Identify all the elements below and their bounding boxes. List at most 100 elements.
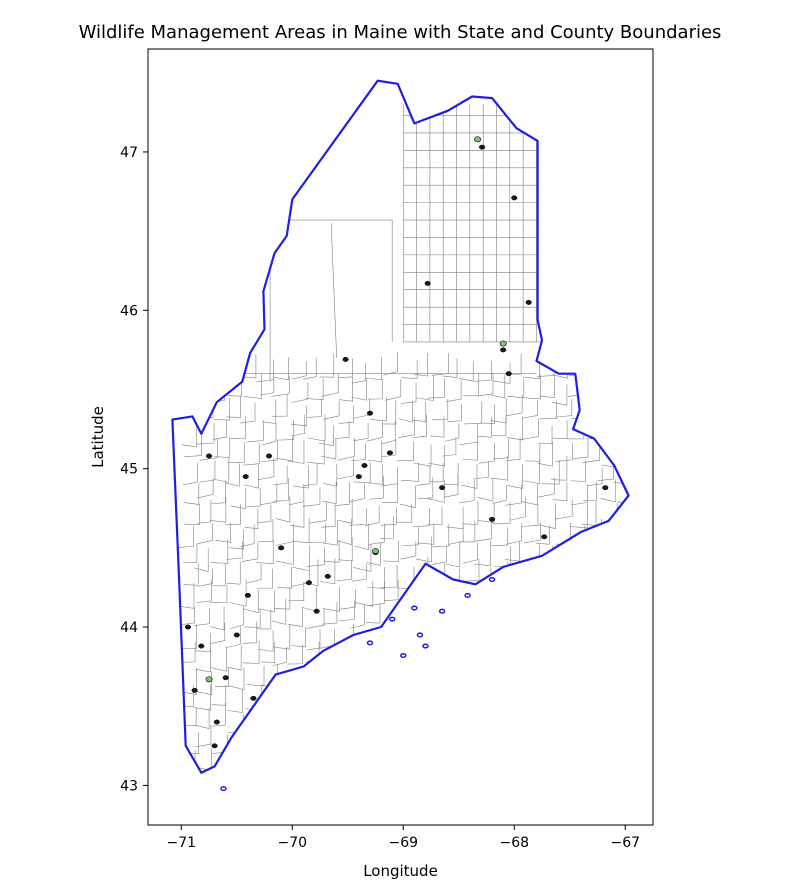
township-edge — [599, 524, 616, 545]
township-edge — [210, 539, 229, 564]
township-edge — [600, 646, 616, 674]
township-edge — [370, 749, 385, 767]
township-edge — [352, 666, 368, 686]
wma-area — [244, 592, 251, 598]
y-tick-label: 47 — [120, 145, 138, 161]
y-tick-label: 45 — [120, 462, 138, 478]
township-edge — [183, 563, 199, 586]
x-tick-label: −70 — [278, 835, 308, 851]
township-edge — [567, 586, 586, 607]
township-edge — [396, 441, 414, 462]
township-edge — [586, 688, 605, 713]
township-edge — [338, 600, 355, 622]
township-edge — [432, 706, 451, 731]
township-edge — [476, 665, 495, 683]
township-edge — [353, 423, 369, 442]
township-edge — [307, 398, 322, 418]
township-edge — [275, 496, 291, 523]
township-edge — [504, 540, 520, 562]
township-edge — [431, 545, 447, 565]
township-edge — [260, 439, 278, 463]
township-edge — [535, 525, 550, 545]
wma-area — [361, 463, 368, 468]
township-edge — [618, 436, 629, 463]
township-edge — [193, 548, 209, 572]
township-edge — [181, 731, 199, 755]
wma-area — [366, 410, 374, 416]
township-edge — [400, 626, 416, 654]
township-edge — [196, 579, 212, 603]
township-edge — [337, 518, 352, 546]
township-edge — [538, 425, 553, 444]
township-edge — [417, 477, 434, 500]
township-edge — [400, 462, 419, 482]
township-edge — [365, 505, 380, 527]
township-edge — [473, 607, 490, 631]
township-edge — [541, 692, 559, 712]
township-edge — [615, 569, 629, 591]
township-edge — [401, 360, 418, 379]
township-edge — [260, 376, 275, 396]
wma-area — [489, 516, 496, 522]
wma-area — [355, 474, 362, 480]
township-edge — [367, 440, 383, 463]
township-edge — [614, 540, 629, 563]
township-edge — [506, 437, 521, 461]
township-edge — [287, 645, 303, 665]
township-edge — [273, 624, 291, 650]
township-edge — [399, 485, 416, 508]
township-edge — [567, 543, 585, 568]
township-edge — [555, 578, 574, 603]
township-edge — [350, 690, 366, 711]
coastal-island — [220, 786, 227, 792]
township-edge — [572, 439, 589, 460]
township-edge — [570, 503, 588, 529]
township-edge — [555, 442, 573, 462]
township-edge — [290, 405, 308, 427]
township-edge — [195, 646, 211, 673]
township-edge — [240, 752, 258, 772]
township-edge — [446, 506, 464, 530]
township-edge — [275, 436, 293, 462]
township-edge — [339, 377, 353, 402]
township-edge — [417, 624, 435, 647]
township-edge — [493, 627, 509, 652]
township-edge — [398, 685, 416, 708]
y-tick-label: 46 — [120, 303, 138, 319]
township-edge — [619, 730, 629, 754]
township-edge — [398, 400, 413, 423]
township-edge — [584, 748, 601, 770]
township-edge — [338, 405, 354, 424]
township-edge — [461, 464, 478, 489]
township-edge — [417, 523, 435, 545]
township-edge — [416, 374, 434, 401]
township-edge — [380, 506, 397, 526]
township-edge — [459, 424, 478, 446]
township-edge — [321, 504, 336, 528]
township-edge — [414, 352, 428, 377]
township-edge — [366, 692, 381, 713]
wma-area — [184, 624, 192, 630]
township-edge — [442, 706, 460, 730]
township-edge — [413, 702, 431, 727]
township-edge — [509, 580, 526, 606]
township-edge — [478, 442, 495, 464]
township-edge — [442, 437, 457, 457]
township-edge — [598, 626, 613, 650]
township-edge — [584, 377, 601, 399]
township-edge — [492, 438, 509, 460]
wma-area-green — [474, 136, 482, 143]
township-edge — [521, 483, 538, 506]
township-edge — [568, 709, 586, 731]
township-edge — [382, 400, 397, 425]
township-edge — [351, 362, 366, 384]
township-edge — [442, 664, 460, 688]
township-edge — [272, 394, 288, 417]
township-edge — [507, 416, 523, 441]
township-edge — [318, 425, 334, 446]
township-edge — [353, 544, 372, 572]
township-edge — [184, 503, 200, 525]
township-edge — [447, 404, 462, 422]
